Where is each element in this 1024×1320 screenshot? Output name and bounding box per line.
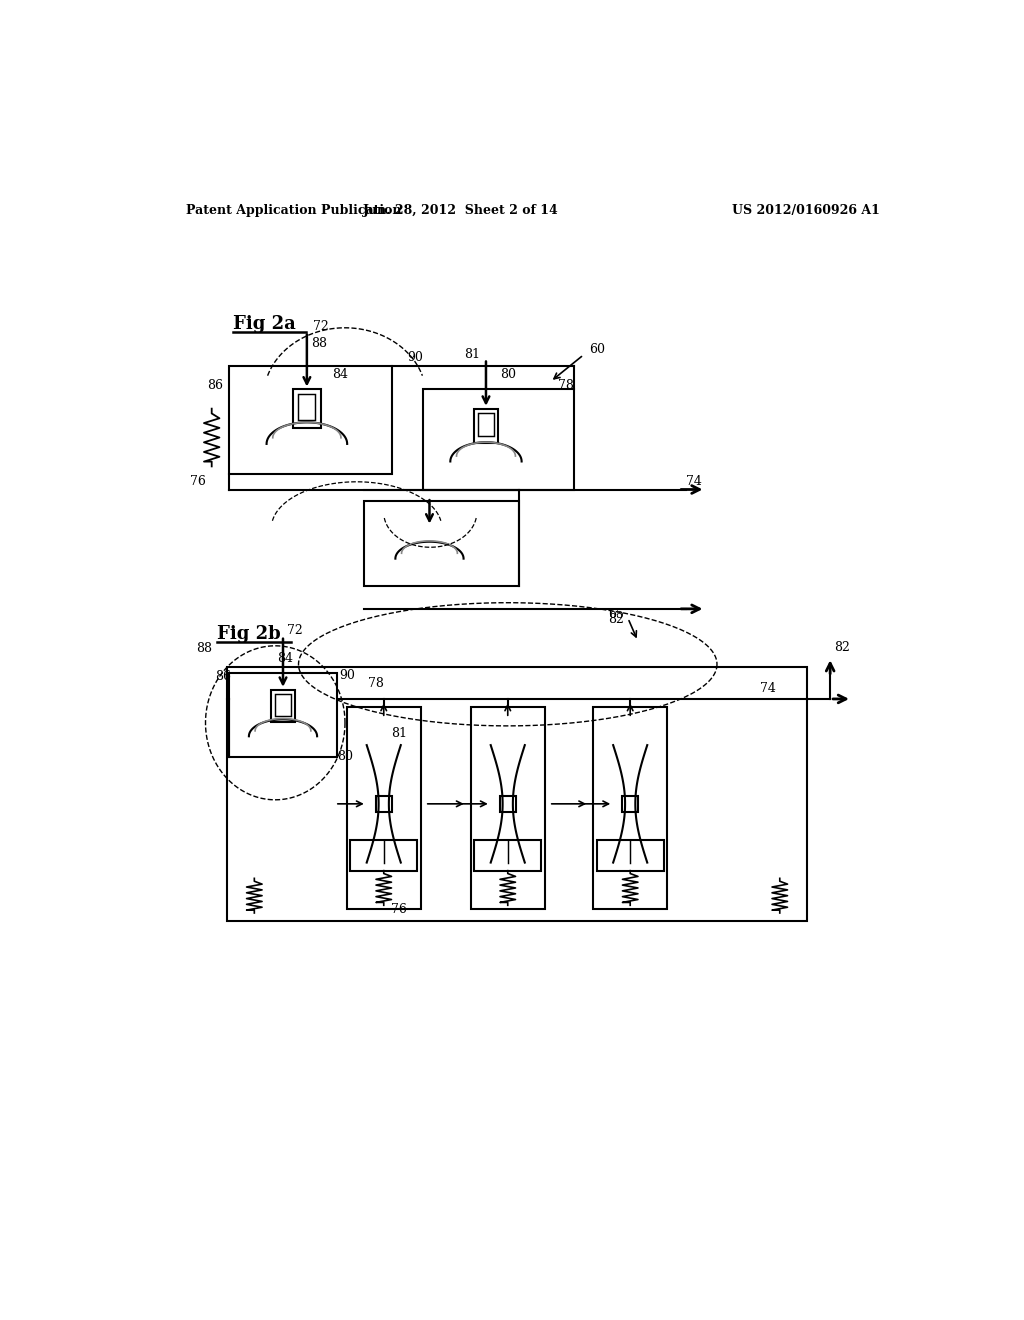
Bar <box>593 706 668 909</box>
Text: 90: 90 <box>340 668 355 681</box>
Text: Patent Application Publication: Patent Application Publication <box>186 205 401 218</box>
Bar <box>471 706 545 909</box>
Text: 84: 84 <box>332 367 348 380</box>
Bar <box>597 840 664 871</box>
Text: 76: 76 <box>190 475 206 488</box>
Bar <box>275 694 291 715</box>
Text: 86: 86 <box>207 379 223 392</box>
Text: 78: 78 <box>558 379 574 392</box>
Text: 65: 65 <box>608 607 625 620</box>
Text: 81: 81 <box>464 348 480 362</box>
Bar <box>473 409 499 444</box>
Text: 72: 72 <box>287 624 303 638</box>
Bar <box>293 389 321 428</box>
Text: US 2012/0160926 A1: US 2012/0160926 A1 <box>732 205 881 218</box>
Bar <box>474 840 541 871</box>
Text: 60: 60 <box>589 343 605 356</box>
Bar <box>298 395 315 420</box>
Text: 88: 88 <box>310 337 327 350</box>
Text: 81: 81 <box>391 727 408 741</box>
Text: 90: 90 <box>407 351 423 363</box>
Text: 88: 88 <box>197 642 212 655</box>
Bar <box>228 367 391 474</box>
Bar <box>500 796 515 812</box>
Text: 78: 78 <box>369 677 384 690</box>
Text: 82: 82 <box>834 640 850 653</box>
Text: 76: 76 <box>391 903 408 916</box>
Bar <box>228 673 337 758</box>
Text: 82: 82 <box>608 612 625 626</box>
Bar <box>623 796 638 812</box>
Bar <box>376 796 391 812</box>
Bar <box>346 706 421 909</box>
Bar <box>350 840 417 871</box>
Text: 74: 74 <box>761 681 776 694</box>
Text: 74: 74 <box>686 475 701 488</box>
Text: 84: 84 <box>276 652 293 665</box>
Bar <box>423 389 573 490</box>
Text: 80: 80 <box>337 750 353 763</box>
Text: 86: 86 <box>215 671 230 684</box>
Text: Jun. 28, 2012  Sheet 2 of 14: Jun. 28, 2012 Sheet 2 of 14 <box>364 205 559 218</box>
Text: 72: 72 <box>313 319 329 333</box>
Text: 80: 80 <box>500 367 516 380</box>
Bar <box>478 413 494 437</box>
Bar <box>227 667 807 921</box>
Text: Fig 2a: Fig 2a <box>232 315 295 333</box>
Bar <box>365 502 519 586</box>
Bar <box>270 689 295 722</box>
Text: Fig 2b: Fig 2b <box>217 626 281 643</box>
